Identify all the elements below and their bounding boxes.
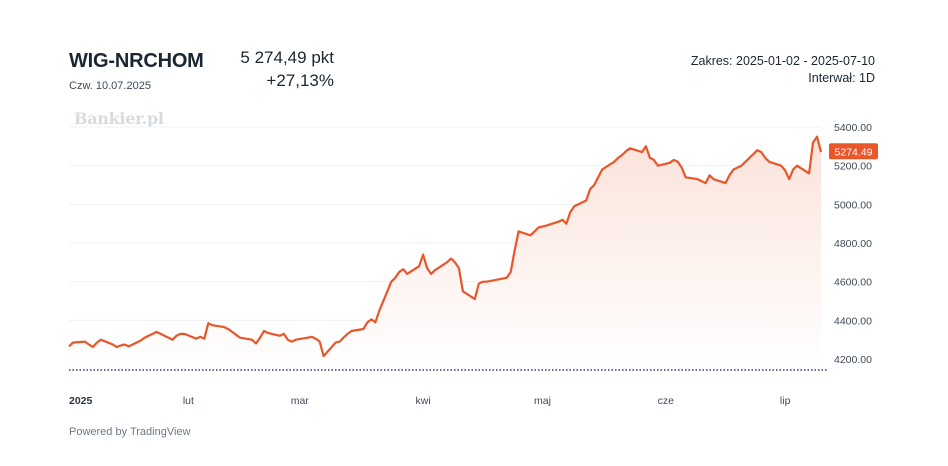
y-tick-label: 4800.00 — [834, 238, 872, 250]
x-tick-label: cze — [658, 395, 675, 407]
index-change: +27,13% — [266, 71, 334, 90]
y-tick-label: 5200.00 — [834, 161, 872, 173]
series-line — [68, 135, 823, 358]
bankier-logo-watermark: Bankier.pl — [74, 109, 164, 128]
x-tick-label: maj — [534, 395, 551, 407]
quote-date: Czw. 10.07.2025 — [69, 80, 151, 92]
last-value-label: 5274.49 — [835, 146, 873, 158]
index-title: WIG-NRCHOM — [69, 50, 204, 72]
series-layer — [68, 135, 823, 370]
date-range: Zakres: 2025-01-02 - 2025-07-10 — [690, 54, 875, 68]
y-tick-label: 5400.00 — [834, 122, 872, 134]
y-tick-label: 4200.00 — [834, 354, 872, 366]
x-tick-label: mar — [291, 395, 310, 407]
interval-label: Interwał: 1D — [808, 71, 875, 85]
y-axis: 4200.00 4400.00 4600.00 4800.00 5000.00 5200.… — [834, 122, 872, 366]
index-price: 5 274,49 pkt — [240, 48, 334, 67]
x-axis: 2025 lut mar kwi maj cze lip — [69, 395, 791, 407]
y-tick-label: 4400.00 — [834, 315, 872, 327]
series-area-fill — [69, 136, 821, 370]
powered-by-footer[interactable]: Powered by TradingView — [69, 426, 191, 438]
last-value-badge — [829, 143, 878, 160]
x-tick-label: lip — [780, 395, 791, 407]
y-tick-label: 4600.00 — [834, 277, 872, 289]
x-tick-label: 2025 — [69, 395, 93, 407]
last-value-layer: 5274.49 — [829, 143, 878, 160]
y-tick-label: 5000.00 — [834, 199, 872, 211]
x-tick-label: lut — [183, 395, 194, 407]
x-tick-label: kwi — [416, 395, 431, 407]
